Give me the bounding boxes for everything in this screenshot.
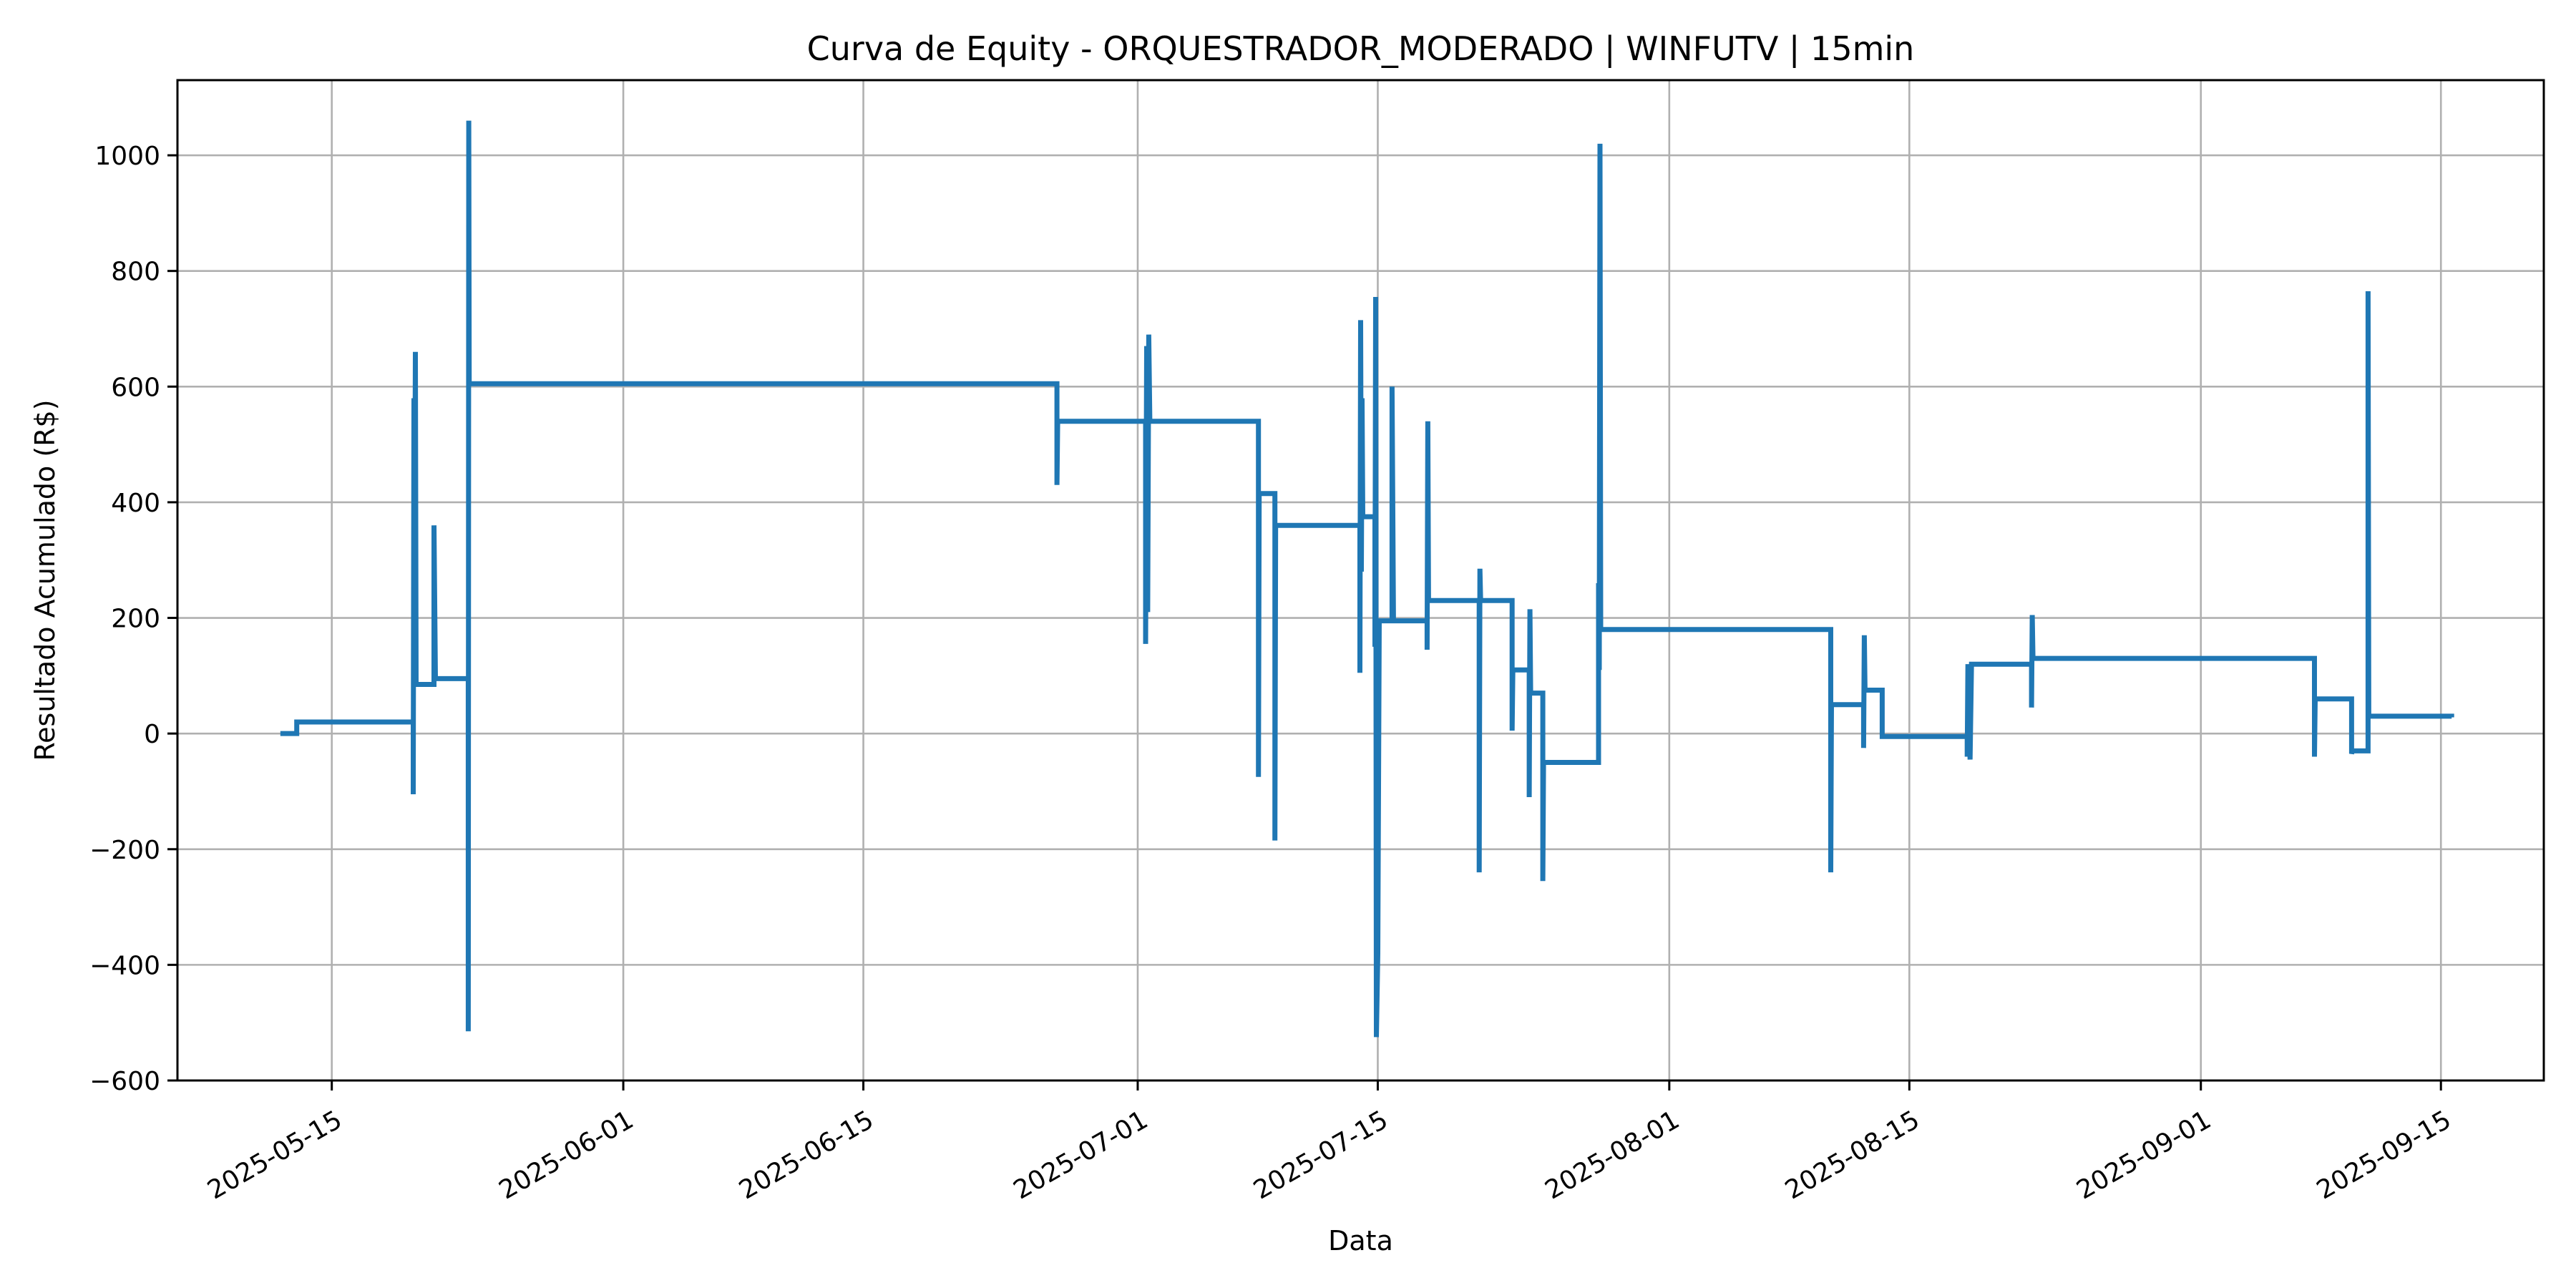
x-tick-label: 2025-08-01: [1540, 1105, 1684, 1205]
y-tick-label: −200: [89, 836, 160, 865]
x-tick-label: 2025-08-15: [1780, 1105, 1925, 1205]
y-tick-label: 0: [144, 720, 160, 749]
x-tick-label: 2025-06-01: [494, 1105, 639, 1205]
x-tick-label: 2025-09-15: [2312, 1105, 2457, 1205]
plot-frame: [176, 79, 2545, 1082]
x-tick-label: 2025-07-15: [1249, 1105, 1393, 1205]
equity-series-line: [280, 120, 2454, 1038]
y-tick-label: 200: [111, 605, 160, 634]
y-tick-label: −400: [89, 951, 160, 980]
chart-title: Curva de Equity - ORQUESTRADOR_MODERADO …: [807, 29, 1915, 69]
y-tick-label: 800: [111, 258, 160, 287]
y-tick-label: −600: [89, 1067, 160, 1096]
y-axis-label: Resultado Acumulado (R$): [29, 399, 61, 761]
x-tick-label: 2025-07-01: [1009, 1105, 1153, 1205]
x-tick-label: 2025-05-15: [203, 1105, 347, 1205]
x-tick-label: 2025-09-01: [2072, 1105, 2216, 1205]
x-axis-label: Data: [1328, 1225, 1393, 1257]
y-tick-label: 400: [111, 489, 160, 518]
y-tick-label: 600: [111, 373, 160, 402]
x-tick-label: 2025-06-15: [734, 1105, 879, 1205]
series-layer: [280, 120, 2454, 1038]
y-tick-label: 1000: [94, 142, 160, 171]
